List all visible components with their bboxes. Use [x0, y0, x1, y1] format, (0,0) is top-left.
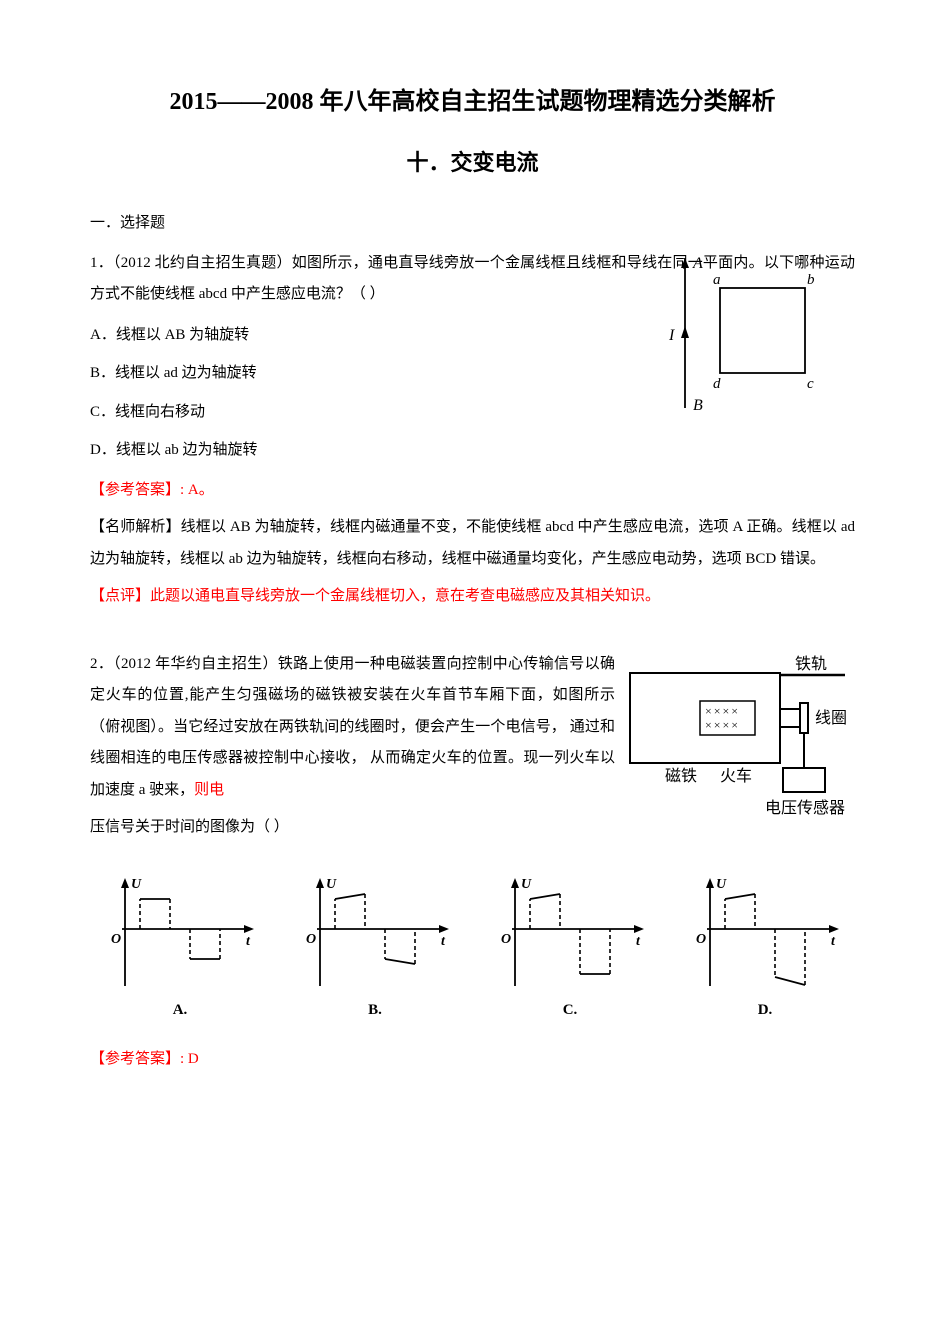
- corner-d: d: [713, 376, 721, 392]
- label-coil: 线圈: [815, 709, 847, 727]
- graph-b: U Ot B.: [285, 874, 465, 1025]
- svg-text:t: t: [246, 934, 251, 949]
- q1-answer: 【参考答案】: A。: [90, 482, 214, 498]
- x-row1: ××××: [705, 704, 740, 718]
- svg-text:O: O: [501, 932, 511, 947]
- label-magnet: 磁铁: [665, 767, 697, 785]
- label-train: 火车: [720, 767, 752, 785]
- q1-figure: A B I a b c d: [665, 248, 825, 418]
- label-sensor: 电压传感器: [765, 799, 845, 817]
- label-B: B: [693, 397, 703, 414]
- q1-analysis-text: 线框以 AB 为轴旋转，线框内磁通量不变，不能使线框 abcd 中产生感应电流，…: [90, 519, 855, 567]
- graph-a: U Ot A.: [90, 874, 270, 1025]
- q2-graphs: U Ot A. U Ot B. U Ot C. U Ot D.: [90, 874, 855, 1025]
- label-I: I: [668, 327, 675, 344]
- q2-figure: 铁轨 ×××× ×××× 线圈 磁铁 火车 电压传感器: [625, 653, 855, 833]
- graph-c: U Ot C.: [480, 874, 660, 1025]
- graph-d-label: D.: [675, 996, 855, 1025]
- svg-text:O: O: [696, 932, 706, 947]
- svg-text:U: U: [326, 877, 337, 892]
- svg-text:O: O: [306, 932, 316, 947]
- graph-d: U Ot D.: [675, 874, 855, 1025]
- q1-option-d: D．线框以 ab 边为轴旋转: [90, 436, 855, 465]
- svg-text:U: U: [131, 877, 142, 892]
- x-row2: ××××: [705, 718, 740, 732]
- question-1: 1．（2012 北约自主招生真题）如图所示，通电直导线旁放一个金属线框且线框和导…: [90, 248, 855, 613]
- svg-text:t: t: [441, 934, 446, 949]
- svg-text:U: U: [716, 877, 727, 892]
- graph-a-label: A.: [90, 996, 270, 1025]
- page-subtitle: 十．交变电流: [90, 142, 855, 184]
- spacer: [90, 619, 855, 643]
- corner-a: a: [713, 272, 721, 288]
- question-2: 铁轨 ×××× ×××× 线圈 磁铁 火车 电压传感器 2．（2012 年华约自…: [90, 649, 855, 1076]
- graph-b-label: B.: [285, 996, 465, 1025]
- svg-text:t: t: [831, 934, 836, 949]
- svg-text:t: t: [636, 934, 641, 949]
- label-rail: 铁轨: [795, 655, 827, 673]
- section-heading: 一．选择题: [90, 209, 855, 238]
- q2-answer: 【参考答案】: D: [90, 1051, 199, 1067]
- svg-text:U: U: [521, 877, 532, 892]
- svg-text:O: O: [111, 932, 121, 947]
- q2-stem-main: 2．（2012 年华约自主招生）铁路上使用一种电磁装置向控制中心传输信号以确定火…: [90, 656, 615, 798]
- page-title: 2015——2008 年八年高校自主招生试题物理精选分类解析: [90, 80, 855, 126]
- corner-b: b: [807, 272, 815, 288]
- q1-comment: 【点评】此题以通电直导线旁放一个金属线框切入，意在考查电磁感应及其相关知识。: [90, 588, 660, 604]
- label-A: A: [692, 255, 703, 272]
- q1-analysis-label: 【名师解析】: [90, 519, 181, 535]
- graph-c-label: C.: [480, 996, 660, 1025]
- q2-stem-red: 则电: [194, 782, 224, 798]
- corner-c: c: [807, 376, 814, 392]
